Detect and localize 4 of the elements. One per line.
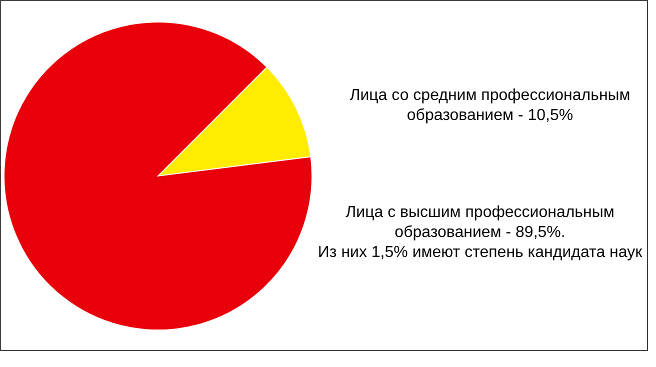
slice-label: Лица со средним профессиональным образованием - 10,5% <box>350 87 630 124</box>
text: Из них 1,5% имеют степень кандидата наук <box>318 244 644 261</box>
pie-slice <box>4 22 312 330</box>
slice-label: Лица с высшим профессиональным образованием - 89,5%. <box>346 204 614 241</box>
